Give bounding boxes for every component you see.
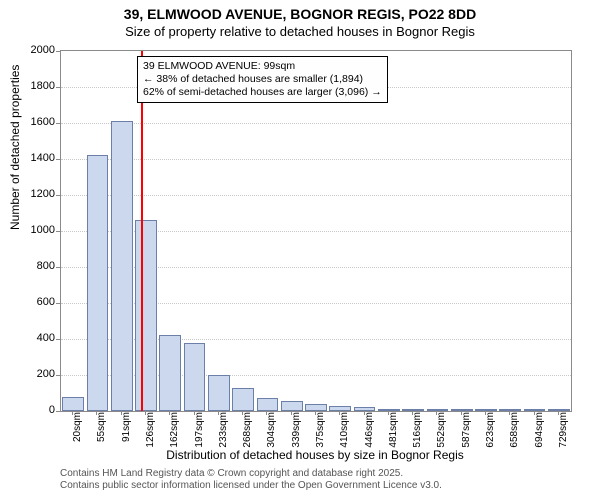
footer-line2: Contains public sector information licen… [60, 480, 442, 492]
xtick-label: 552sqm [436, 412, 447, 452]
ytick-label: 1200 [15, 188, 55, 200]
xtick-label: 729sqm [558, 412, 569, 452]
gridline [61, 123, 571, 124]
annotation-line1: 39 ELMWOOD AVENUE: 99sqm [143, 60, 382, 73]
ytick-label: 1000 [15, 224, 55, 236]
xtick-label: 446sqm [364, 412, 375, 452]
ytick-label: 0 [15, 404, 55, 416]
chart-title-sub: Size of property relative to detached ho… [0, 24, 600, 39]
histogram-bar [548, 409, 570, 411]
chart-container: 39, ELMWOOD AVENUE, BOGNOR REGIS, PO22 8… [0, 0, 600, 500]
ytick-mark [56, 51, 61, 52]
ytick-label: 1600 [15, 116, 55, 128]
xtick-label: 481sqm [388, 412, 399, 452]
annotation-line3: 62% of semi-detached houses are larger (… [143, 86, 382, 99]
gridline [61, 195, 571, 196]
histogram-bar [499, 409, 521, 411]
histogram-bar [427, 409, 449, 411]
annotation-box: 39 ELMWOOD AVENUE: 99sqm ← 38% of detach… [137, 56, 388, 103]
histogram-bar [208, 375, 230, 411]
ytick-label: 800 [15, 260, 55, 272]
xtick-label: 197sqm [194, 412, 205, 452]
xtick-label: 268sqm [242, 412, 253, 452]
xtick-label: 126sqm [145, 412, 156, 452]
annotation-line2: ← 38% of detached houses are smaller (1,… [143, 73, 382, 86]
xtick-label: 162sqm [169, 412, 180, 452]
chart-title-main: 39, ELMWOOD AVENUE, BOGNOR REGIS, PO22 8… [0, 6, 600, 22]
histogram-bar [135, 220, 157, 411]
histogram-bar [524, 409, 546, 411]
footer-attribution: Contains HM Land Registry data © Crown c… [60, 468, 442, 492]
xtick-label: 91sqm [121, 412, 132, 452]
ytick-label: 1800 [15, 80, 55, 92]
xtick-label: 233sqm [218, 412, 229, 452]
histogram-bar [329, 406, 351, 411]
histogram-bar [305, 404, 327, 411]
xtick-label: 587sqm [461, 412, 472, 452]
ytick-label: 1400 [15, 152, 55, 164]
xtick-label: 339sqm [291, 412, 302, 452]
footer-line1: Contains HM Land Registry data © Crown c… [60, 468, 442, 480]
ytick-label: 400 [15, 332, 55, 344]
highlight-line [141, 51, 143, 411]
xtick-label: 20sqm [72, 412, 83, 452]
xtick-label: 623sqm [485, 412, 496, 452]
histogram-bar [354, 407, 376, 411]
xtick-label: 658sqm [509, 412, 520, 452]
histogram-bar [159, 335, 181, 411]
histogram-bar [402, 409, 424, 411]
xtick-label: 55sqm [96, 412, 107, 452]
histogram-bar [281, 401, 303, 411]
ytick-label: 600 [15, 296, 55, 308]
ytick-label: 200 [15, 368, 55, 380]
xtick-label: 304sqm [266, 412, 277, 452]
histogram-bar [62, 397, 84, 411]
histogram-bar [451, 409, 473, 411]
histogram-bar [378, 409, 400, 411]
histogram-bar [184, 343, 206, 411]
xtick-label: 375sqm [315, 412, 326, 452]
histogram-bar [111, 121, 133, 411]
histogram-bar [257, 398, 279, 412]
ytick-mark [56, 411, 61, 412]
histogram-bar [87, 155, 109, 411]
ytick-label: 2000 [15, 44, 55, 56]
histogram-bar [475, 409, 497, 411]
xtick-label: 410sqm [339, 412, 350, 452]
xtick-label: 694sqm [534, 412, 545, 452]
xtick-label: 516sqm [412, 412, 423, 452]
gridline [61, 159, 571, 160]
plot-area: 39 ELMWOOD AVENUE: 99sqm ← 38% of detach… [60, 50, 572, 412]
histogram-bar [232, 388, 254, 411]
